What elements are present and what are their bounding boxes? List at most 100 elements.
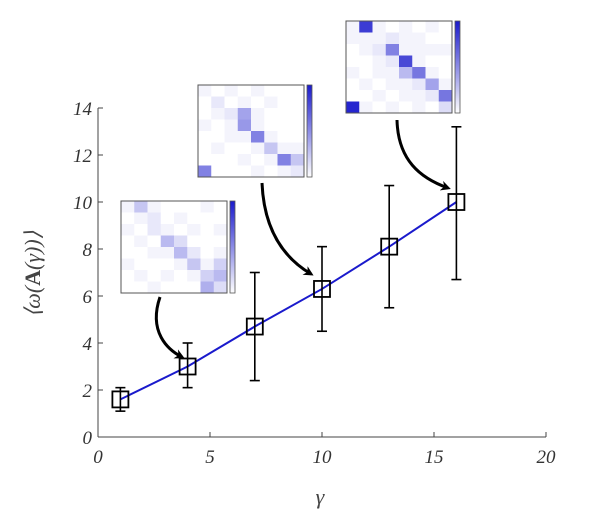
heatmap-cell bbox=[160, 270, 175, 282]
heatmap-cell bbox=[412, 21, 426, 33]
heatmap-cell bbox=[121, 201, 135, 213]
heatmap-cell bbox=[346, 32, 360, 45]
y-tick-label: 8 bbox=[83, 240, 93, 261]
heatmap-cell bbox=[160, 201, 175, 213]
heatmap-cell bbox=[160, 224, 175, 236]
heatmap-cell bbox=[134, 270, 148, 282]
heatmap-cell bbox=[385, 78, 400, 91]
heatmap-cell bbox=[211, 96, 225, 109]
inset-heatmap bbox=[345, 20, 461, 191]
heatmap-cell bbox=[147, 247, 162, 259]
heatmap-cell bbox=[438, 67, 453, 79]
heatmap-cell bbox=[399, 44, 413, 56]
heatmap-cell bbox=[290, 96, 305, 109]
heatmap-cell bbox=[200, 281, 215, 294]
y-tick-label: 6 bbox=[83, 287, 93, 308]
data-point-marker bbox=[245, 317, 264, 336]
heatmap-cell bbox=[399, 90, 413, 102]
heatmap-cell bbox=[372, 78, 387, 91]
heatmap-cell bbox=[277, 96, 292, 109]
heatmap-cell bbox=[224, 85, 239, 97]
heatmap-cell bbox=[211, 85, 225, 97]
heatmap-cell bbox=[385, 21, 400, 33]
heatmap-cell bbox=[187, 247, 201, 259]
heatmap-cell bbox=[290, 165, 305, 178]
heatmap-cell bbox=[160, 247, 175, 259]
inset-frame bbox=[197, 84, 305, 178]
heatmap-cell bbox=[211, 142, 225, 155]
heatmap-cell bbox=[200, 258, 215, 271]
heatmap-cell bbox=[290, 85, 305, 97]
heatmap-cell bbox=[438, 21, 453, 33]
heatmap-cell bbox=[187, 201, 201, 213]
heatmap-cell bbox=[211, 119, 225, 132]
heatmap-cell bbox=[264, 142, 278, 155]
heatmap-cell bbox=[346, 21, 360, 33]
heatmap-cell bbox=[372, 90, 387, 102]
heatmap-cell bbox=[264, 119, 278, 132]
heatmap-cell bbox=[264, 96, 278, 109]
heatmap-cell bbox=[213, 201, 228, 213]
heatmap-cell bbox=[147, 270, 162, 282]
x-tick-label: 5 bbox=[205, 447, 215, 468]
heatmap-cell bbox=[277, 142, 292, 155]
heatmap-cell bbox=[213, 235, 228, 248]
heatmap-cell bbox=[147, 224, 162, 236]
heatmap-cell bbox=[346, 67, 360, 79]
heatmap-cell bbox=[346, 78, 360, 91]
heatmap-cell bbox=[290, 108, 305, 120]
heatmap-cell bbox=[187, 258, 201, 271]
heatmap-cell bbox=[121, 224, 135, 236]
heatmap-cell bbox=[385, 67, 400, 79]
heatmap-cell bbox=[251, 131, 265, 143]
inset-frame bbox=[345, 20, 453, 114]
heatmap-cell bbox=[277, 165, 292, 178]
heatmap-cell bbox=[200, 201, 215, 213]
heatmap-cell bbox=[237, 119, 252, 132]
heatmap-cell bbox=[264, 85, 278, 97]
heatmap-cell bbox=[359, 67, 373, 79]
heatmap-cell bbox=[425, 101, 440, 114]
heatmap-cell bbox=[251, 96, 265, 109]
heatmap-cell bbox=[372, 55, 387, 68]
heatmap-cell bbox=[121, 270, 135, 282]
heatmap-cell bbox=[198, 96, 212, 109]
inset-colorbar bbox=[229, 200, 236, 294]
heatmap-cell bbox=[251, 108, 265, 120]
data-point-marker bbox=[111, 390, 130, 409]
heatmap-cell bbox=[372, 101, 387, 114]
heatmap-cell bbox=[198, 154, 212, 166]
heatmap-cell bbox=[174, 270, 188, 282]
heatmap-cell bbox=[134, 247, 148, 259]
heatmap-cell bbox=[200, 235, 215, 248]
series-line bbox=[119, 201, 457, 401]
heatmap-cell bbox=[121, 235, 135, 248]
axes: 0 5 10 15 20 0 2 4 6 8 10 12 14 bbox=[73, 99, 556, 468]
heatmap-cell bbox=[277, 119, 292, 132]
heatmap-cell bbox=[121, 258, 135, 271]
y-tick-label: 12 bbox=[73, 146, 93, 167]
heatmap-cell bbox=[237, 131, 252, 143]
x-tick-label: 20 bbox=[537, 447, 557, 468]
heatmap-cell bbox=[264, 165, 278, 178]
heatmap-cell bbox=[121, 281, 135, 294]
heatmap-cell bbox=[385, 101, 400, 114]
heatmap-cell bbox=[237, 85, 252, 97]
heatmap-cell bbox=[213, 247, 228, 259]
inset-frame bbox=[120, 200, 228, 294]
heatmap-cell bbox=[277, 108, 292, 120]
heatmap-cell bbox=[290, 119, 305, 132]
heatmap-cell bbox=[134, 212, 148, 225]
heatmap-cell bbox=[134, 224, 148, 236]
heatmap-cell bbox=[346, 44, 360, 56]
heatmap-cell bbox=[425, 21, 440, 33]
y-axis-label: ⟨ω(A(γ))⟩ bbox=[20, 230, 45, 317]
heatmap-cell bbox=[187, 224, 201, 236]
heatmap-cell bbox=[160, 281, 175, 294]
heatmap-cell bbox=[213, 281, 228, 294]
heatmap-cell bbox=[399, 67, 413, 79]
heatmap-cell bbox=[290, 154, 305, 166]
heatmap-cell bbox=[412, 78, 426, 91]
x-tick-label: 15 bbox=[425, 447, 444, 468]
heatmap-cell bbox=[187, 281, 201, 294]
